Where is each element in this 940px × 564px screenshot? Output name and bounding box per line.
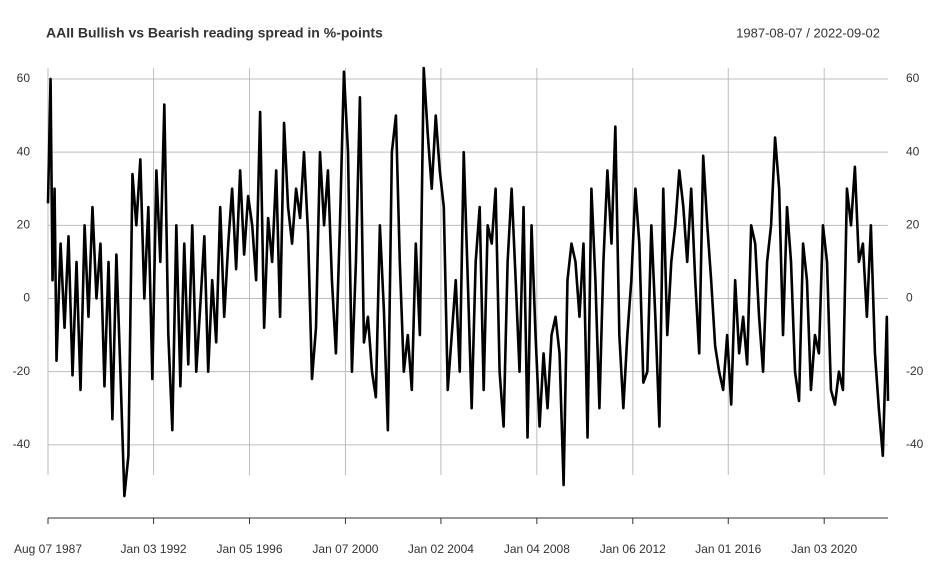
y-tick-label: -20 [13, 364, 31, 378]
x-tick-label: Jan 02 2004 [408, 542, 474, 556]
series-line [46, 66, 890, 498]
y-tick-label-right: 0 [906, 291, 913, 305]
y-tick-label-right: -20 [906, 364, 924, 378]
x-tick-label: Aug 07 1987 [14, 542, 82, 556]
y-tick-label: -40 [13, 437, 31, 451]
y-tick-label-right: 60 [906, 71, 920, 85]
x-tick-label: Jan 03 2020 [791, 542, 857, 556]
y-tick-label: 40 [17, 144, 31, 158]
y-tick-label-right: 40 [906, 144, 920, 158]
y-tick-label-right: 20 [906, 217, 920, 231]
chart-title: AAII Bullish vs Bearish reading spread i… [46, 25, 383, 41]
x-tick-label: Jan 07 2000 [312, 542, 378, 556]
y-tick-label: 60 [17, 71, 31, 85]
x-tick-label: Jan 04 2008 [504, 542, 570, 556]
y-tick-label: 20 [17, 217, 31, 231]
x-tick-label: Jan 05 1996 [216, 542, 282, 556]
y-tick-label-right: -40 [906, 437, 924, 451]
date-range: 1987-08-07 / 2022-09-02 [736, 25, 880, 40]
x-tick-label: Jan 06 2012 [600, 542, 666, 556]
y-tick-label: 0 [23, 291, 30, 305]
x-tick-label: Jan 03 1992 [121, 542, 187, 556]
x-tick-label: Jan 01 2016 [695, 542, 761, 556]
